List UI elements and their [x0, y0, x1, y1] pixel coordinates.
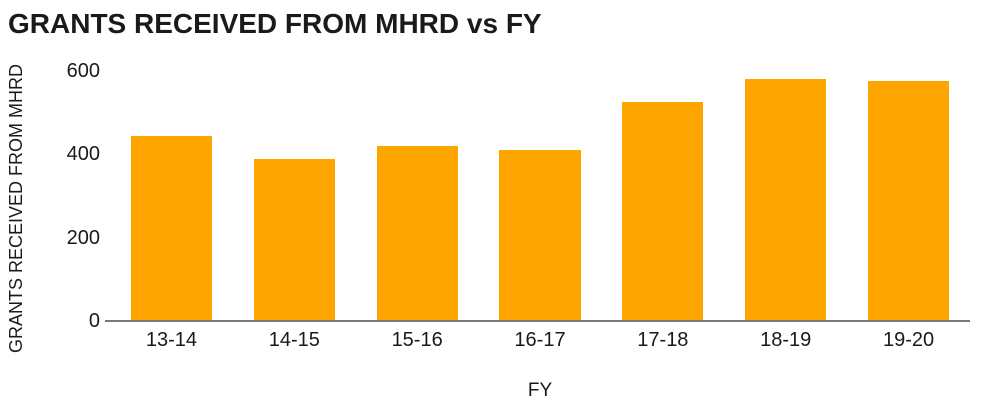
- x-axis-title: FY: [527, 380, 553, 401]
- x-tick-label: 16-17: [514, 329, 566, 351]
- bar-13-14[interactable]: [130, 135, 212, 321]
- bar-18-19[interactable]: [745, 79, 827, 321]
- bar-slot: [356, 71, 479, 321]
- x-tick-label: 18-19: [760, 329, 812, 351]
- bar-16-17[interactable]: [499, 150, 581, 321]
- y-tick-label: 0: [88, 310, 100, 332]
- x-tick-label: 14-15: [268, 329, 320, 351]
- bar-19-20[interactable]: [868, 81, 950, 321]
- bar-slot: [110, 71, 233, 321]
- chart-title: GRANTS RECEIVED FROM MHRD vs FY: [8, 8, 542, 39]
- bar-slot: [601, 71, 724, 321]
- bar-15-16[interactable]: [376, 146, 458, 321]
- bar-14-15[interactable]: [253, 158, 335, 321]
- bar-slot: [479, 71, 602, 321]
- x-axis-line: [105, 320, 970, 322]
- y-tick-label: 400: [66, 143, 100, 166]
- plot-area: [110, 71, 970, 321]
- y-tick-label: 600: [66, 60, 100, 82]
- bar-slot: [233, 71, 356, 321]
- x-axis-ticks: 13-14 14-15 15-16 16-17 17-18 18-19 19-20: [110, 329, 970, 352]
- y-tick-label: 200: [66, 226, 100, 249]
- bar-slot: [724, 71, 847, 321]
- bar-17-18[interactable]: [622, 102, 704, 321]
- x-tick-label: 15-16: [391, 329, 443, 351]
- x-tick-label: 13-14: [145, 329, 197, 351]
- x-tick-label: 17-18: [637, 329, 689, 351]
- x-tick-label: 19-20: [883, 329, 935, 351]
- y-axis-ticks: 0 200 400 600: [0, 61, 100, 331]
- bar-slot: [847, 71, 970, 321]
